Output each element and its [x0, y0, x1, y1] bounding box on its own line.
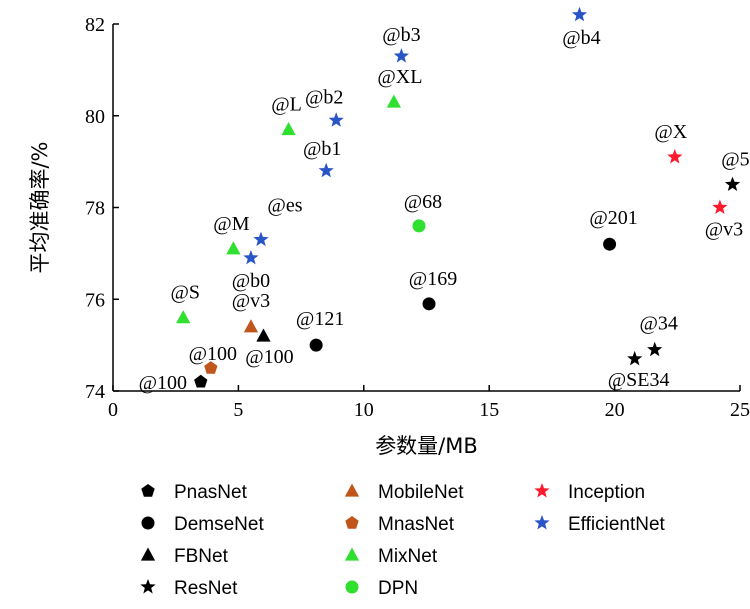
legend-label-mobilenet: MobileNet	[378, 482, 464, 503]
x-axis-title: 参数量/MB	[375, 434, 478, 458]
efficientnet-point	[318, 162, 334, 178]
demsenet-point	[422, 297, 436, 311]
efficientnet-point-label: @b4	[562, 27, 600, 49]
mixnet-point-label: @L	[271, 94, 302, 116]
inception-point-label: @v3	[705, 219, 743, 241]
dpn-point	[412, 219, 426, 233]
efficientnet-point	[243, 250, 259, 265]
pnasnet-point-label: @100	[139, 372, 187, 394]
x-tick-label: 0	[108, 399, 118, 421]
resnet-point-label: @50	[721, 149, 750, 171]
inception-point	[667, 149, 683, 164]
mobilenet-point-label: @v3	[232, 290, 270, 312]
legend-item-pnasnet: PnasNet	[141, 482, 248, 503]
demsenet-point-label: @121	[296, 308, 344, 330]
legend: PnasNet DemseNet FBNet ResNet MobileNet MnasN…	[140, 482, 666, 599]
legend-item-mobilenet: MobileNet	[344, 482, 464, 503]
legend-marker-dpn	[345, 580, 359, 594]
mobilenet-point	[243, 319, 259, 333]
y-tick-label: 78	[85, 198, 105, 220]
legend-marker-inception	[534, 483, 550, 498]
resnet-point	[627, 350, 643, 366]
x-tick-label: 5	[233, 399, 243, 421]
mixnet-point	[176, 310, 191, 324]
y-tick-label: 80	[85, 106, 105, 128]
legend-item-mnasnet: MnasNet	[345, 514, 455, 535]
x-axis-ticks: 0 5 10 15 20 25	[108, 385, 750, 421]
legend-item-fbnet: FBNet	[140, 546, 229, 567]
pnasnet-point	[194, 374, 208, 388]
legend-item-resnet: ResNet	[140, 578, 238, 599]
legend-marker-fbnet	[140, 547, 156, 561]
demsenet-point-label: @169	[409, 268, 457, 290]
mnasnet-point-label: @100	[189, 343, 237, 365]
legend-item-dpn: DPN	[345, 578, 418, 599]
legend-marker-mixnet	[344, 547, 360, 561]
efficientnet-point	[393, 48, 409, 63]
resnet-point-label: @34	[640, 313, 678, 335]
legend-marker-mnasnet	[345, 516, 359, 529]
efficientnet-point-label: @b2	[305, 86, 343, 108]
efficientnet-point	[328, 112, 344, 127]
point-labels: @100@121@169@201@100@SE34@34@50@v3@100@S…	[139, 24, 750, 394]
resnet-point-label: @SE34	[608, 369, 670, 391]
legend-marker-pnasnet	[141, 484, 155, 497]
mixnet-point-label: @M	[213, 213, 249, 235]
resnet-point	[724, 176, 741, 191]
demsenet-point	[309, 338, 323, 352]
y-tick-label: 76	[85, 289, 105, 311]
efficientnet-point-label: @b3	[382, 24, 420, 46]
legend-item-inception: Inception	[534, 482, 645, 503]
demsenet-point-label: @201	[589, 207, 637, 229]
x-tick-label: 10	[354, 399, 374, 421]
legend-label-dpn: DPN	[378, 578, 418, 599]
legend-item-demsenet: DemseNet	[141, 514, 264, 535]
x-tick-label: 20	[605, 399, 625, 421]
efficientnet-point-label: @b1	[303, 138, 341, 160]
legend-label-mixnet: MixNet	[378, 546, 438, 567]
inception-point-label: @X	[654, 121, 687, 143]
legend-label-resnet: ResNet	[174, 578, 238, 599]
legend-item-efficientnet: EfficientNet	[534, 514, 666, 535]
legend-label-efficientnet: EfficientNet	[568, 514, 666, 535]
efficientnet-point	[571, 6, 588, 22]
data-points	[176, 6, 741, 388]
legend-marker-efficientnet	[534, 515, 550, 530]
legend-label-demsenet: DemseNet	[174, 514, 264, 535]
fbnet-point-label: @100	[245, 346, 293, 368]
x-tick-label: 15	[479, 399, 499, 421]
inception-point	[712, 199, 728, 214]
efficientnet-point	[253, 231, 269, 247]
y-axis-ticks: 74 76 78 80 82	[85, 14, 119, 403]
mixnet-point-label: @XL	[377, 66, 422, 88]
legend-item-mixnet: MixNet	[344, 546, 438, 567]
y-tick-label: 74	[85, 381, 105, 403]
legend-marker-demsenet	[141, 516, 155, 530]
mixnet-point	[226, 241, 241, 255]
demsenet-point	[603, 237, 617, 251]
mixnet-point-label: @S	[170, 282, 200, 304]
legend-label-mnasnet: MnasNet	[378, 514, 455, 535]
legend-label-fbnet: FBNet	[174, 546, 229, 567]
y-axis-title: 平均准确率/%	[28, 141, 52, 273]
legend-label-pnasnet: PnasNet	[174, 482, 248, 503]
efficientnet-point-label: @b0	[232, 270, 270, 292]
legend-marker-mobilenet	[344, 483, 360, 497]
x-tick-label: 25	[730, 399, 750, 421]
legend-label-inception: Inception	[568, 482, 645, 503]
resnet-point	[647, 341, 663, 357]
mixnet-point	[281, 122, 296, 136]
mnasnet-point	[204, 361, 218, 374]
legend-marker-resnet	[140, 579, 156, 594]
efficientnet-point-label: @es	[267, 195, 302, 217]
y-tick-label: 82	[85, 14, 105, 36]
fbnet-point	[256, 328, 271, 342]
mixnet-point	[386, 94, 402, 108]
dpn-point-label: @68	[404, 191, 442, 213]
